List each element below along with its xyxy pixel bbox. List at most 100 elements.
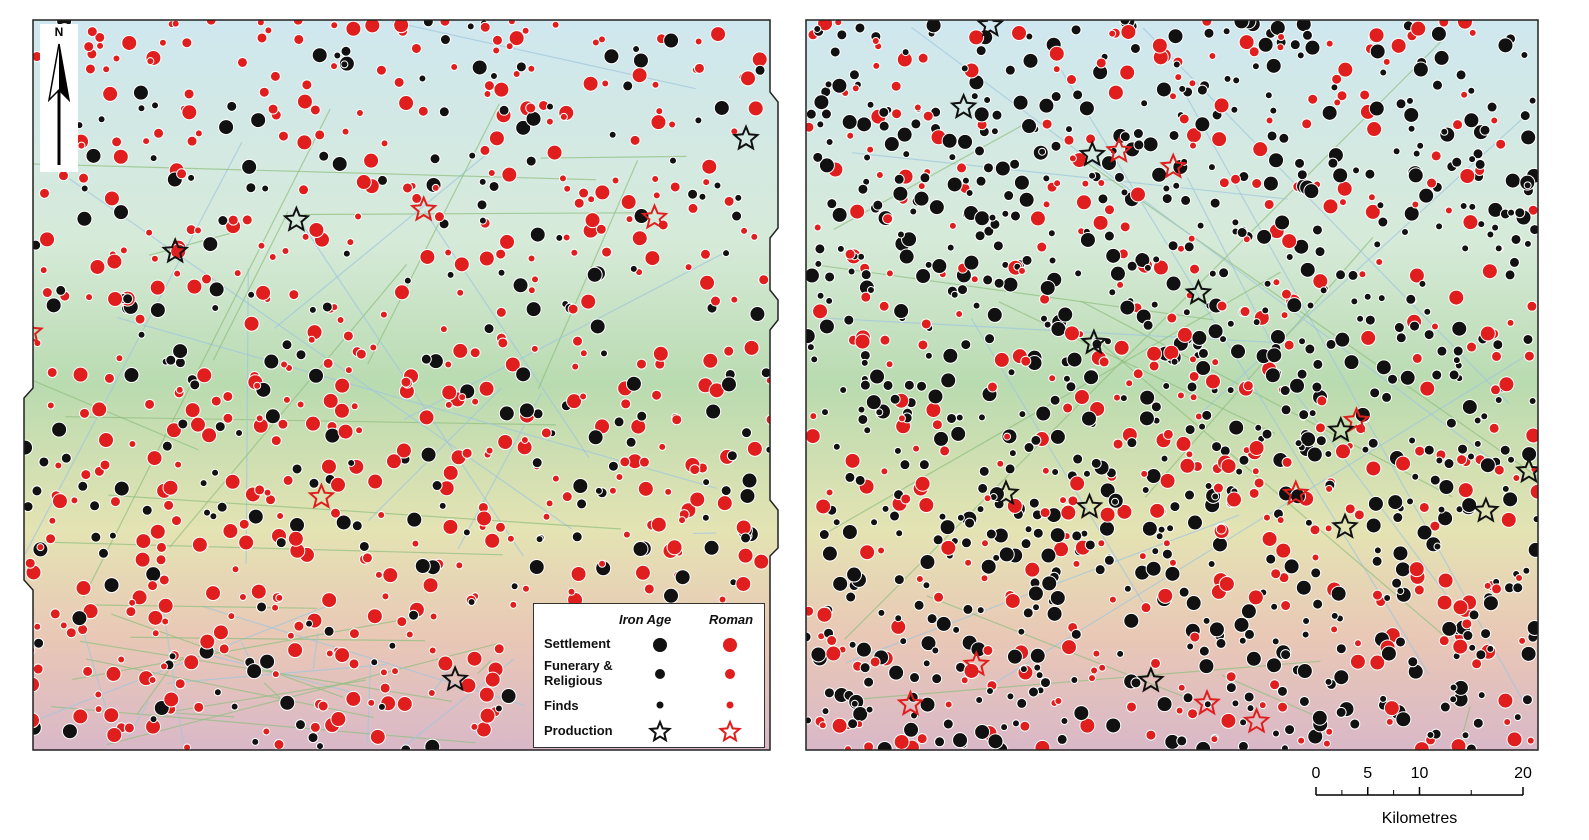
site <box>1486 230 1495 239</box>
site <box>1462 214 1479 231</box>
site <box>363 152 380 169</box>
site <box>1009 210 1021 222</box>
site <box>142 137 151 146</box>
site <box>1497 37 1514 54</box>
site <box>572 478 589 495</box>
site <box>1437 572 1454 589</box>
site <box>892 185 909 202</box>
site <box>1312 273 1329 290</box>
site <box>664 487 673 496</box>
site <box>527 254 536 263</box>
site <box>408 609 420 621</box>
site <box>919 696 936 713</box>
site <box>246 663 263 680</box>
legend-row: Settlement <box>544 636 611 651</box>
site <box>586 266 603 283</box>
site <box>940 372 957 389</box>
site <box>817 20 834 32</box>
site <box>1455 69 1467 81</box>
site <box>702 478 711 487</box>
site <box>170 515 182 527</box>
site <box>1405 96 1414 105</box>
site <box>1507 455 1516 464</box>
site <box>277 130 289 142</box>
site <box>1189 631 1201 643</box>
site <box>901 48 910 57</box>
site <box>304 415 321 432</box>
site <box>1064 125 1073 134</box>
site <box>77 480 89 492</box>
site <box>165 422 182 439</box>
site <box>1143 263 1152 272</box>
site <box>1054 697 1063 706</box>
site <box>952 625 961 634</box>
site <box>1197 347 1209 359</box>
site <box>321 301 333 313</box>
site <box>1277 701 1289 713</box>
site <box>427 688 436 697</box>
site <box>1194 116 1211 133</box>
site <box>1465 743 1477 750</box>
site <box>877 608 886 617</box>
site <box>1188 79 1197 88</box>
site <box>1463 112 1480 129</box>
site <box>903 721 920 738</box>
site <box>1284 724 1296 736</box>
site <box>832 518 841 527</box>
site <box>651 80 660 89</box>
site <box>1391 577 1403 589</box>
site <box>813 223 822 232</box>
site <box>487 169 496 178</box>
site <box>367 698 376 707</box>
site <box>525 102 537 114</box>
site <box>344 366 353 375</box>
site <box>1528 96 1537 105</box>
site <box>1266 130 1278 142</box>
site <box>956 513 965 522</box>
site <box>1451 156 1463 168</box>
site <box>1522 566 1531 575</box>
site <box>1088 171 1097 180</box>
site <box>684 263 693 272</box>
site <box>1325 727 1334 736</box>
site <box>367 473 384 490</box>
site <box>955 310 964 319</box>
site <box>203 508 212 517</box>
site <box>1436 345 1448 357</box>
road <box>833 122 1028 230</box>
site <box>1156 696 1173 713</box>
site <box>1452 638 1469 655</box>
site <box>444 248 453 257</box>
site <box>723 195 735 207</box>
site <box>1519 110 1531 122</box>
site <box>1332 167 1349 184</box>
site <box>233 269 242 278</box>
site <box>1046 605 1063 622</box>
site <box>149 279 166 296</box>
site <box>1088 674 1097 683</box>
site <box>1405 293 1417 305</box>
site <box>155 554 167 566</box>
site <box>818 318 835 335</box>
site <box>1466 452 1475 461</box>
site <box>1395 711 1412 728</box>
site <box>1333 98 1342 107</box>
site <box>964 558 973 567</box>
site <box>157 597 174 614</box>
site <box>208 281 225 298</box>
site <box>131 589 148 606</box>
site <box>149 523 166 540</box>
road <box>1198 117 1524 416</box>
site <box>1079 231 1096 248</box>
site <box>726 450 738 462</box>
site <box>1311 224 1323 236</box>
site <box>374 570 383 579</box>
site <box>974 230 986 242</box>
site <box>652 345 669 362</box>
site <box>1162 184 1171 193</box>
site <box>295 349 307 361</box>
site <box>1030 434 1042 446</box>
site <box>1364 203 1381 220</box>
site <box>832 442 841 451</box>
site <box>279 694 296 711</box>
